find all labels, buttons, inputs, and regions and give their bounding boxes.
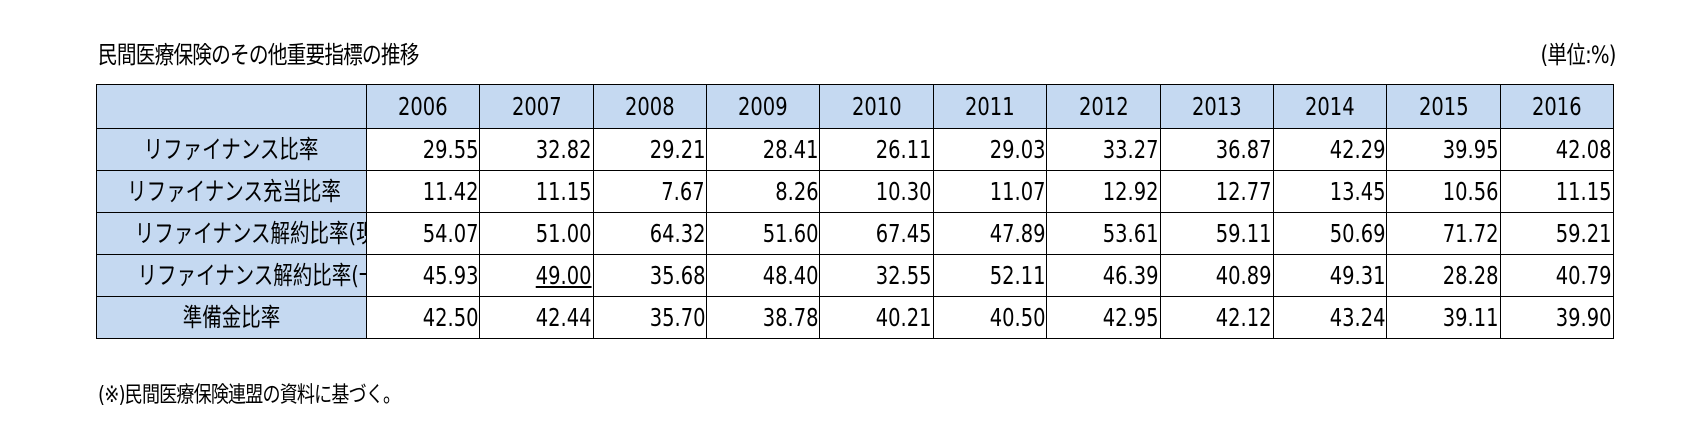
value-cell: 29.03 xyxy=(932,128,1048,171)
year-header: 2008 xyxy=(592,84,708,129)
value-cell: 40.89 xyxy=(1159,254,1274,297)
value-cell: 38.78 xyxy=(706,296,821,339)
table-row: リファイナンス比率 29.55 32.82 29.21 28.41 26.11 … xyxy=(96,128,1615,171)
unit-label: (単位:%) xyxy=(1540,41,1617,69)
value-cell: 28.28 xyxy=(1386,254,1501,297)
value-cell: 42.95 xyxy=(1046,296,1161,339)
row-label: リファイナンス比率 xyxy=(96,128,367,171)
value-cell: 50.69 xyxy=(1272,212,1388,255)
year-header: 2016 xyxy=(1499,84,1615,129)
value-cell: 43.24 xyxy=(1272,296,1388,339)
year-header: 2011 xyxy=(932,84,1048,129)
value-cell: 13.45 xyxy=(1272,170,1388,213)
table-row: リファイナンス充当比率 11.42 11.15 7.67 8.26 10.30 … xyxy=(96,170,1615,213)
value-cell: 11.42 xyxy=(365,170,481,213)
value-cell: 52.11 xyxy=(932,254,1048,297)
value-cell: 51.00 xyxy=(479,212,594,255)
row-label: リファイナンス充当比率 xyxy=(96,170,367,213)
value-cell: 29.55 xyxy=(365,128,481,171)
value-cell: 39.11 xyxy=(1386,296,1501,339)
table-row: リファイナンス解約比率(現金) 54.07 51.00 64.32 51.60 … xyxy=(96,212,1615,255)
year-header: 2006 xyxy=(365,84,481,129)
value-cell: 42.12 xyxy=(1159,296,1274,339)
value-cell: 42.44 xyxy=(479,296,594,339)
value-cell: 12.77 xyxy=(1159,170,1274,213)
value-cell: 42.29 xyxy=(1272,128,1388,171)
value-cell: 51.60 xyxy=(706,212,821,255)
corner-cell xyxy=(96,84,367,129)
value-cell: 71.72 xyxy=(1386,212,1501,255)
value-cell: 46.39 xyxy=(1046,254,1161,297)
value-cell: 45.93 xyxy=(365,254,481,297)
indicator-table: 2006 2007 2008 2009 2010 2011 2012 2013 … xyxy=(96,84,1615,339)
value-cell: 54.07 xyxy=(365,212,481,255)
table-row: リファイナンス解約比率(一時金) 45.93 49.00 35.68 48.40… xyxy=(96,254,1615,297)
value-cell: 36.87 xyxy=(1159,128,1274,171)
row-label: リファイナンス解約比率(現金) xyxy=(96,212,367,255)
row-label: 準備金比率 xyxy=(96,296,367,339)
value-cell: 59.21 xyxy=(1499,212,1615,255)
value-cell: 42.08 xyxy=(1499,128,1615,171)
value-cell: 35.68 xyxy=(592,254,708,297)
value-cell: 49.00 xyxy=(479,254,594,297)
value-cell: 11.07 xyxy=(932,170,1048,213)
value-cell: 53.61 xyxy=(1046,212,1161,255)
value-cell: 42.50 xyxy=(365,296,481,339)
value-cell: 11.15 xyxy=(1499,170,1615,213)
value-cell: 11.15 xyxy=(479,170,594,213)
value-cell: 35.70 xyxy=(592,296,708,339)
value-cell: 8.26 xyxy=(706,170,821,213)
value-cell: 59.11 xyxy=(1159,212,1274,255)
year-header: 2013 xyxy=(1159,84,1274,129)
value-cell: 39.95 xyxy=(1386,128,1501,171)
value-cell: 7.67 xyxy=(592,170,708,213)
value-cell: 48.40 xyxy=(706,254,821,297)
value-cell: 64.32 xyxy=(592,212,708,255)
value-cell: 10.56 xyxy=(1386,170,1501,213)
year-header: 2007 xyxy=(479,84,594,129)
header-row: 2006 2007 2008 2009 2010 2011 2012 2013 … xyxy=(96,84,1615,129)
source-note: (※)民間医療保険連盟の資料に基づく。 xyxy=(98,383,401,408)
value-cell: 40.21 xyxy=(819,296,934,339)
value-cell: 40.50 xyxy=(932,296,1048,339)
value-cell: 33.27 xyxy=(1046,128,1161,171)
value-cell: 32.82 xyxy=(479,128,594,171)
year-header: 2010 xyxy=(819,84,934,129)
value-cell: 26.11 xyxy=(819,128,934,171)
row-label: リファイナンス解約比率(一時金) xyxy=(96,254,367,297)
value-cell: 28.41 xyxy=(706,128,821,171)
value-cell: 29.21 xyxy=(592,128,708,171)
value-cell: 32.55 xyxy=(819,254,934,297)
year-header: 2012 xyxy=(1046,84,1161,129)
table-title: 民間医療保険のその他重要指標の推移 xyxy=(98,41,419,69)
value-cell: 49.31 xyxy=(1272,254,1388,297)
year-header: 2015 xyxy=(1386,84,1501,129)
value-cell: 67.45 xyxy=(819,212,934,255)
value-cell: 10.30 xyxy=(819,170,934,213)
value-cell: 39.90 xyxy=(1499,296,1615,339)
value-cell: 47.89 xyxy=(932,212,1048,255)
value-cell: 40.79 xyxy=(1499,254,1615,297)
year-header: 2014 xyxy=(1272,84,1388,129)
year-header: 2009 xyxy=(706,84,821,129)
table-row: 準備金比率 42.50 42.44 35.70 38.78 40.21 40.5… xyxy=(96,296,1615,339)
value-cell: 12.92 xyxy=(1046,170,1161,213)
